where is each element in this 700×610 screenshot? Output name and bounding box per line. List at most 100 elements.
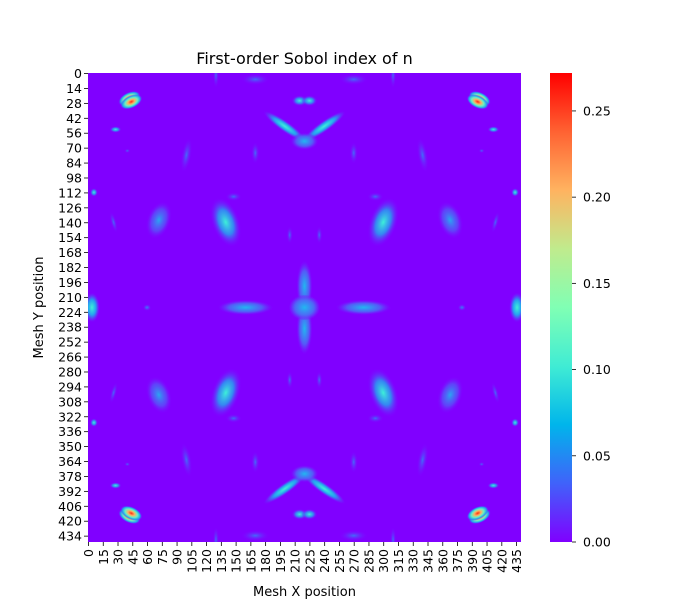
y-tick-label: 434 [58,529,82,544]
blob [367,197,399,247]
y-tick-label: 308 [58,394,82,409]
x-tick-label: 150 [229,549,244,573]
colorbar-ticks: 0.00 0.05 0.10 0.15 0.20 0.25 [572,103,611,550]
edge-spot [124,148,131,153]
x-center [290,132,319,150]
streak [316,226,323,244]
streak [316,371,323,389]
x-tick-label: 330 [406,549,421,573]
cross-arm [217,300,274,315]
y-tick-label: 42 [66,111,82,126]
y-tick-label: 294 [58,379,82,394]
edge-spot [89,188,98,197]
blob [367,368,399,418]
streak [109,211,118,233]
x-tick-label: 405 [480,549,495,573]
x-tick-label: 240 [317,549,332,573]
y-tick-label: 336 [58,424,82,439]
streak [349,142,358,164]
x-tick-label: 270 [347,549,362,573]
x-tick-label: 105 [184,549,199,573]
x-tick-label: 45 [125,549,140,565]
x-tick-label: 300 [376,549,391,573]
y-tick-label: 182 [58,260,82,275]
y-tick-label: 154 [58,230,82,245]
streak [416,443,429,477]
corner-hot-arc [466,505,489,521]
blob [367,414,384,423]
y-tick-label: 322 [58,409,82,424]
colorbar-tick-label: 0.20 [583,190,611,205]
top-blob [241,74,270,85]
x-axis-label: Mesh X position [253,585,356,600]
streak [251,142,260,164]
x-tick-label: 360 [435,549,450,573]
colorbar-gradient [550,73,572,542]
x-tick-label: 15 [96,549,111,565]
y-tick-label: 56 [66,126,82,141]
blob [210,197,242,247]
y-tick-label: 168 [58,245,82,260]
edge-spot [487,482,500,489]
colorbar-tick-label: 0.00 [583,535,611,550]
edge-spot [487,126,500,133]
colorbar-tick-label: 0.05 [583,448,611,463]
colorbar: 0.00 0.05 0.10 0.15 0.20 0.25 [550,73,611,550]
y-tick-label: 126 [58,200,82,215]
edge-spot [511,188,520,197]
x-tick-label: 225 [302,549,317,573]
streak [390,527,397,542]
y-tick-label: 196 [58,275,82,290]
x-arm [303,110,346,142]
y-tick-label: 280 [58,364,82,379]
top-blob [339,74,368,85]
y-tick-label: 364 [58,454,82,469]
corner-hot-arc [120,505,143,521]
x-tick-label: 255 [332,549,347,573]
x-tick-label: 60 [140,549,155,565]
y-axis-label: Mesh Y position [32,257,47,359]
y-tick-label: 14 [66,81,82,96]
y-tick-label: 112 [58,185,82,200]
corner-hot-arc [466,94,489,110]
colorbar-tick-label: 0.10 [583,362,611,377]
y-tick-label: 0 [74,66,82,81]
edge-midpoint [509,292,521,323]
streak [180,138,193,172]
streak [390,73,397,88]
edge-midpoint [88,292,100,323]
streak [286,371,293,389]
x-tick-label: 135 [214,549,229,573]
x-tick-label: 120 [199,549,214,573]
x-tick-label: 375 [450,549,465,573]
y-tick-label: 350 [58,439,82,454]
cross-center [288,294,321,321]
x-tick-label: 165 [243,549,258,573]
x-tick-label: 315 [391,549,406,573]
x-tick-label: 390 [465,549,480,573]
edge-spot [511,418,520,427]
heatmap-features [88,73,521,542]
y-tick-label: 406 [58,499,82,514]
y-tick-label: 420 [58,514,82,529]
x-tick-label: 180 [258,549,273,573]
x-tick-label: 90 [170,549,185,565]
colorbar-tick-label: 0.15 [583,276,611,291]
edge-spot [109,126,122,133]
edge-spot [124,462,131,467]
x-tick-label: 0 [81,549,96,557]
blob [210,368,242,418]
top-spot [301,95,318,107]
x-arm [263,110,306,142]
y-tick-label: 70 [66,141,82,156]
x-tick-label: 345 [421,549,436,573]
x-axis: 0 15 30 45 60 75 90 105 120 135 150 165 180 195 210 225… [81,542,524,573]
x-arm [263,473,306,505]
y-tick-label: 210 [58,290,82,305]
edge-spot [478,462,485,467]
blob [225,192,242,201]
y-tick-label: 378 [58,469,82,484]
x-tick-label: 210 [288,549,303,573]
x-tick-label: 30 [111,549,126,565]
